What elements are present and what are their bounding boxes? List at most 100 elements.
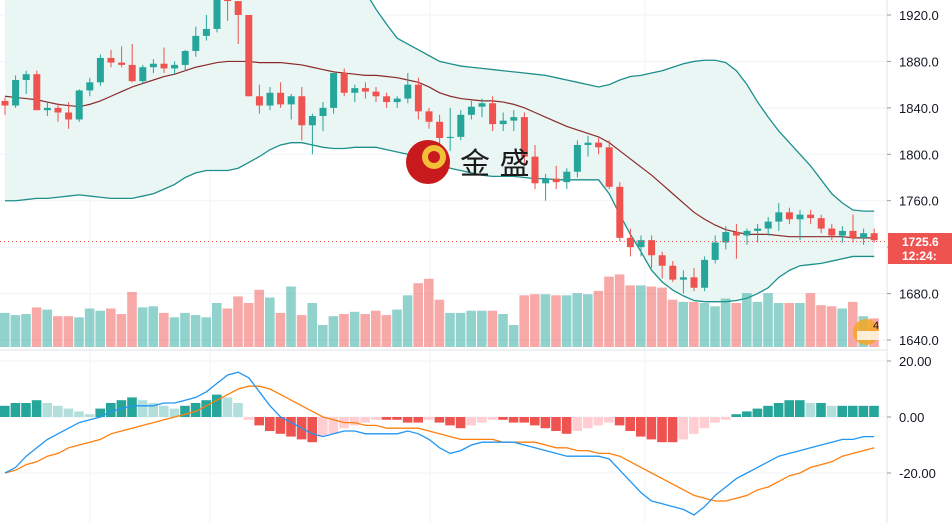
candle-body — [139, 67, 147, 82]
candle — [287, 93, 295, 120]
macd-histogram-bar — [477, 417, 487, 423]
candle — [489, 96, 497, 132]
volume-bar — [392, 309, 402, 347]
macd-histogram-bar — [371, 417, 381, 420]
macd-histogram-bar — [127, 397, 137, 417]
volume-bar — [519, 295, 529, 347]
volume-bar — [625, 285, 635, 347]
price-tick-label: 1920.0 — [899, 8, 939, 23]
candle — [414, 77, 422, 120]
volume-bar — [848, 301, 858, 347]
candle-body — [202, 28, 210, 36]
volume-bars — [0, 274, 879, 347]
candle — [266, 86, 274, 111]
candle — [330, 73, 338, 114]
candle-body — [595, 142, 603, 148]
candle — [775, 203, 783, 231]
candle-body — [266, 92, 274, 106]
macd-histogram-bar — [667, 417, 678, 443]
macd-histogram-bar — [657, 417, 667, 443]
candle — [298, 86, 306, 141]
volume-bar — [434, 299, 445, 347]
volume-bar — [424, 278, 434, 347]
macd-histogram-bar — [201, 400, 211, 417]
candle — [690, 268, 698, 292]
macd-histogram-bar — [434, 417, 445, 423]
macd-histogram-bar — [826, 405, 837, 417]
candle — [171, 61, 179, 75]
candle-body — [213, 0, 221, 29]
macd-histogram-bar — [328, 417, 339, 434]
candle-body — [838, 230, 846, 236]
candle-body — [192, 35, 200, 51]
candle — [446, 107, 454, 151]
candle-body — [340, 73, 348, 93]
candle — [65, 102, 73, 129]
volume-bar — [551, 295, 561, 347]
volume-bar — [837, 308, 847, 347]
candle-body — [255, 96, 263, 106]
candle — [701, 256, 709, 292]
macd-line — [4, 371, 875, 516]
macd-histogram-bar — [286, 417, 296, 437]
macd-histogram-bar — [551, 417, 561, 431]
volume-bar — [636, 285, 646, 347]
candles — [1, 0, 878, 294]
candle — [340, 68, 348, 97]
macd-histogram-bar — [752, 408, 763, 417]
macd-histogram-bar — [402, 417, 413, 423]
event-badge[interactable]: 4 — [853, 319, 883, 345]
candle-body — [107, 57, 115, 63]
candle-body — [690, 277, 698, 288]
macd-histogram-bar — [190, 403, 201, 417]
candle-body — [414, 84, 422, 112]
candle-body — [436, 121, 444, 139]
candle — [679, 270, 687, 294]
watermark-emblem-center — [428, 151, 440, 163]
volume-bar — [466, 310, 476, 347]
candle — [595, 138, 603, 155]
volume-bar — [106, 308, 116, 347]
macd-histogram-bar — [699, 417, 710, 429]
volume-bar — [593, 290, 604, 347]
candle-body — [425, 111, 433, 122]
candle-body — [330, 73, 338, 108]
price-tick-label: 1800.0 — [899, 147, 939, 162]
macd-histogram-bar — [498, 417, 508, 420]
volume-bar — [148, 306, 158, 347]
candle — [807, 210, 815, 224]
candle — [552, 165, 560, 190]
macd-histogram-bar — [445, 417, 455, 426]
volume-bar — [159, 312, 169, 347]
candle — [277, 82, 285, 108]
candle — [213, 0, 221, 33]
candle — [54, 103, 62, 122]
volume-bar — [116, 314, 127, 347]
macd-histogram-bar — [0, 405, 10, 417]
macd-histogram-bar — [106, 403, 116, 417]
macd-histogram-bar — [583, 417, 593, 429]
macd-histogram-bar — [519, 417, 529, 423]
candle-body — [171, 64, 179, 69]
volume-bar — [318, 325, 328, 347]
candle — [224, 0, 232, 21]
macd-histogram-bar — [572, 417, 582, 431]
volume-bar — [233, 296, 243, 347]
candle-body — [54, 107, 62, 113]
volume-bar — [371, 310, 381, 347]
candle-body — [669, 265, 677, 280]
volume-bar — [614, 274, 625, 347]
candle-body — [849, 230, 857, 238]
candle-body — [489, 103, 497, 125]
candle — [584, 135, 592, 157]
macd-histogram-bar — [731, 414, 741, 417]
volume-bar — [339, 314, 349, 347]
volume-bar — [763, 293, 773, 347]
candle-body — [181, 50, 189, 65]
candle-body — [510, 117, 518, 121]
macd-histogram-bar — [10, 403, 21, 417]
macd-histogram-bar — [381, 417, 392, 420]
candle — [838, 226, 846, 243]
